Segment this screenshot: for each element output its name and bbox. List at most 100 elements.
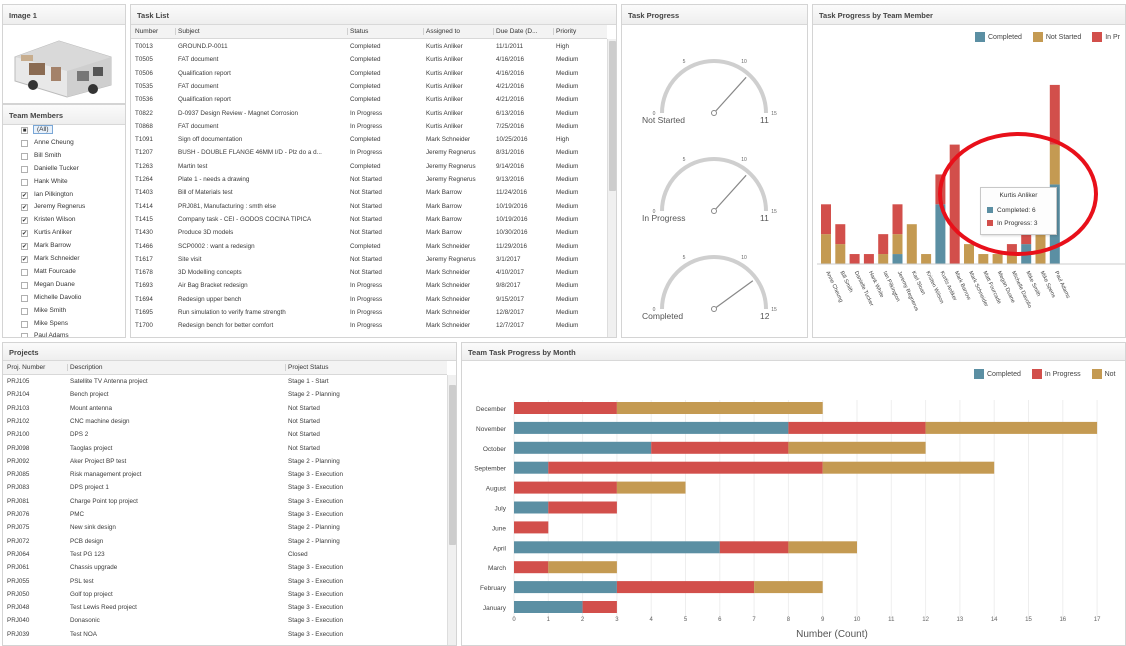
month-bar-segment[interactable] [514,501,549,514]
member-bar-segment[interactable] [863,254,874,264]
task-row[interactable]: T1466 SCP0002 : want a redesign Completed M… [131,240,607,253]
project-row[interactable]: PRJ105 Satellite TV Antenna project Stage … [3,375,447,388]
month-bar-segment[interactable] [788,541,857,554]
month-bar-segment[interactable] [822,461,995,474]
col-subject[interactable]: Subject [175,28,200,35]
team-member-row[interactable]: Bill Smith [9,151,121,164]
col-description[interactable]: Description [67,364,103,371]
task-row[interactable]: T1091 Sign off documentation Completed Mark… [131,133,607,146]
member-bar-segment[interactable] [892,234,903,255]
task-row[interactable]: T1414 PRJ081, Manufacturing : smth else No… [131,200,607,213]
checkbox[interactable]: ✔ [21,243,28,251]
task-list-scrollbar[interactable] [607,39,616,337]
month-bar-segment[interactable] [514,402,617,414]
team-member-row[interactable]: ✔ Kurtis Anliker [9,228,121,241]
col-number[interactable]: Number [135,28,159,35]
checkbox[interactable]: ■ [21,127,28,134]
project-row[interactable]: PRJ040 Donasonic Stage 3 - Execution [3,614,447,627]
checkbox[interactable] [21,268,28,276]
member-bar-segment[interactable] [964,244,974,264]
checkbox[interactable] [21,320,28,328]
month-bar-segment[interactable] [788,421,926,434]
task-row[interactable]: T1617 Site visit Not Started Jeremy Regneru… [131,253,607,266]
checkbox[interactable]: ✔ [21,217,28,225]
task-row[interactable]: T1415 Company task - CEI - GODOS COCINA T… [131,213,607,226]
checkbox[interactable] [21,152,28,160]
month-bar-segment[interactable] [788,441,926,454]
member-bar-segment[interactable] [921,254,932,264]
project-row[interactable]: PRJ048 Test Lewis Reed project Stage 3 - E… [3,601,447,614]
month-bar-segment[interactable] [548,561,617,574]
member-bar-segment[interactable] [892,254,903,264]
team-member-row[interactable]: ✔ Ian Pilkington [9,190,121,203]
checkbox[interactable] [21,139,28,147]
project-row[interactable]: PRJ085 Risk management project Stage 3 - E… [3,468,447,481]
task-row[interactable]: T1263 Martin test Completed Jeremy Regnerus… [131,160,607,173]
month-bar-segment[interactable] [925,421,1098,434]
projects-scrollbar[interactable] [447,375,456,645]
month-bar-segment[interactable] [514,581,617,594]
team-member-row[interactable]: ■ (All) [9,125,121,138]
team-member-row[interactable]: ✔ Mark Barrow [9,241,121,254]
task-row[interactable]: T1700 Redesign bench for better comfort In… [131,319,607,332]
team-member-row[interactable]: Mike Spens [9,319,121,332]
checkbox[interactable]: ✔ [21,191,28,199]
checkbox[interactable] [21,307,28,315]
team-member-row[interactable]: ✔ Kristen Wilson [9,215,121,228]
month-bar-segment[interactable] [514,421,789,434]
col-assigned-to[interactable]: Assigned to [423,28,460,35]
checkbox[interactable] [21,294,28,302]
month-bar-segment[interactable] [651,441,789,454]
month-bar-segment[interactable] [754,581,823,594]
project-row[interactable]: PRJ081 Charge Point top project Stage 3 - … [3,495,447,508]
member-bar-segment[interactable] [935,204,946,264]
month-bar-segment[interactable] [514,541,720,554]
project-row[interactable]: PRJ075 New sink design Stage 2 - Planning [3,521,447,534]
checkbox[interactable] [21,333,28,337]
project-row[interactable]: PRJ098 Taoglas project Not Started [3,442,447,455]
member-bar-segment[interactable] [992,254,1003,264]
member-bar-segment[interactable] [1006,254,1017,264]
project-row[interactable]: PRJ072 PCB design Stage 2 - Planning [3,535,447,548]
team-member-row[interactable]: Hank White [9,177,121,190]
task-row[interactable]: T0822 D-0937 Design Review - Magnet Corro… [131,107,607,120]
project-row[interactable]: PRJ083 DPS project 1 Stage 3 - Execution [3,481,447,494]
checkbox[interactable]: ✔ [21,204,28,212]
team-member-row[interactable]: Anne Cheung [9,138,121,151]
project-row[interactable]: PRJ103 Mount antenna Not Started [3,402,447,415]
task-row[interactable]: T0535 FAT document Completed Kurtis Anliker… [131,80,607,93]
team-member-row[interactable]: Michelle Davolio [9,293,121,306]
month-bar-segment[interactable] [548,501,617,514]
member-bar-segment[interactable] [878,234,889,255]
team-member-row[interactable]: ✔ Mark Schneider [9,254,121,267]
month-bar-segment[interactable] [616,481,686,494]
team-member-row[interactable]: Megan Duane [9,280,121,293]
task-row[interactable]: T1207 BUSH - DOUBLE FLANGE 46MM I/D - Plz… [131,146,607,159]
member-bar-segment[interactable] [835,224,846,245]
task-row[interactable]: T1695 Run simulation to verify frame stre… [131,306,607,319]
month-bar-segment[interactable] [582,601,617,613]
col-due-date[interactable]: Due Date (D... [493,28,538,35]
project-row[interactable]: PRJ061 Chassis upgrade Stage 3 - Execution [3,561,447,574]
project-row[interactable]: PRJ102 CNC machine design Not Started [3,415,447,428]
project-row[interactable]: PRJ092 Aker Project BP test Stage 2 - Plan… [3,455,447,468]
task-row[interactable]: T1430 Produce 3D models Not Started Mark Ba… [131,226,607,239]
member-bar-segment[interactable] [821,234,831,264]
member-bar-segment[interactable] [878,254,889,264]
month-bar-segment[interactable] [616,581,755,594]
team-member-row[interactable]: Matt Fourcade [9,267,121,280]
task-row[interactable]: T1264 Plate 1 - needs a drawing Not Starte… [131,173,607,186]
member-bar-segment[interactable] [978,254,989,264]
checkbox[interactable]: ✔ [21,230,28,238]
member-bar-segment[interactable] [835,244,846,264]
task-row[interactable]: T0536 Qualification report Completed Kurtis… [131,93,607,106]
col-project-status[interactable]: Project Status [285,364,328,371]
task-row[interactable]: T1403 Bill of Materials test Not Started Ma… [131,186,607,199]
month-bar-segment[interactable] [514,561,549,574]
project-row[interactable]: PRJ055 PSL test Stage 3 - Execution [3,575,447,588]
col-priority[interactable]: Priority [553,28,576,35]
month-bar-segment[interactable] [514,461,549,474]
checkbox[interactable] [21,281,28,289]
project-row[interactable]: PRJ104 Bench project Stage 2 - Planning [3,388,447,401]
task-row[interactable]: T0013 GROUND.P-0011 Completed Kurtis Anlike… [131,40,607,53]
